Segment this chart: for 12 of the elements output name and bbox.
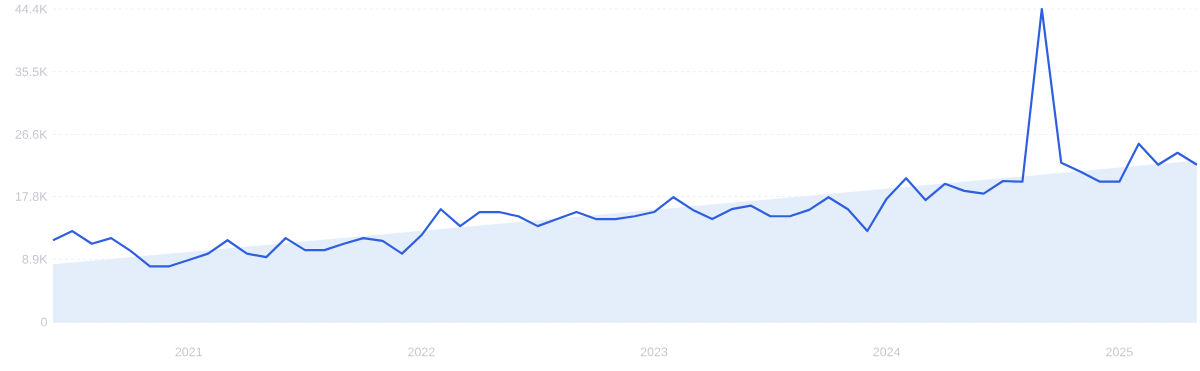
x-tick-label: 2023 [640,347,668,357]
x-tick-label: 2025 [1106,347,1133,357]
y-tick-label: 44.4K [15,4,48,14]
line-series [51,7,1199,268]
y-tick-label: 8.9K [22,254,48,264]
y-tick-label: 26.6K [15,130,48,139]
y-tick-label: 17.8K [15,192,48,201]
x-tick-label: 2024 [873,347,901,357]
x-tick-label: 2022 [408,347,435,357]
y-tick-label: 0 [41,317,47,327]
y-tick-label: 35.5K [15,67,48,77]
x-tick-label: 2021 [175,347,202,357]
